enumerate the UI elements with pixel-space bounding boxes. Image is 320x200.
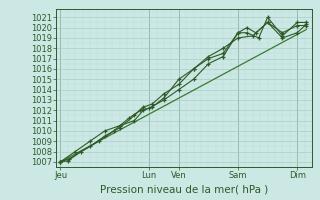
X-axis label: Pression niveau de la mer( hPa ): Pression niveau de la mer( hPa )	[100, 184, 268, 194]
